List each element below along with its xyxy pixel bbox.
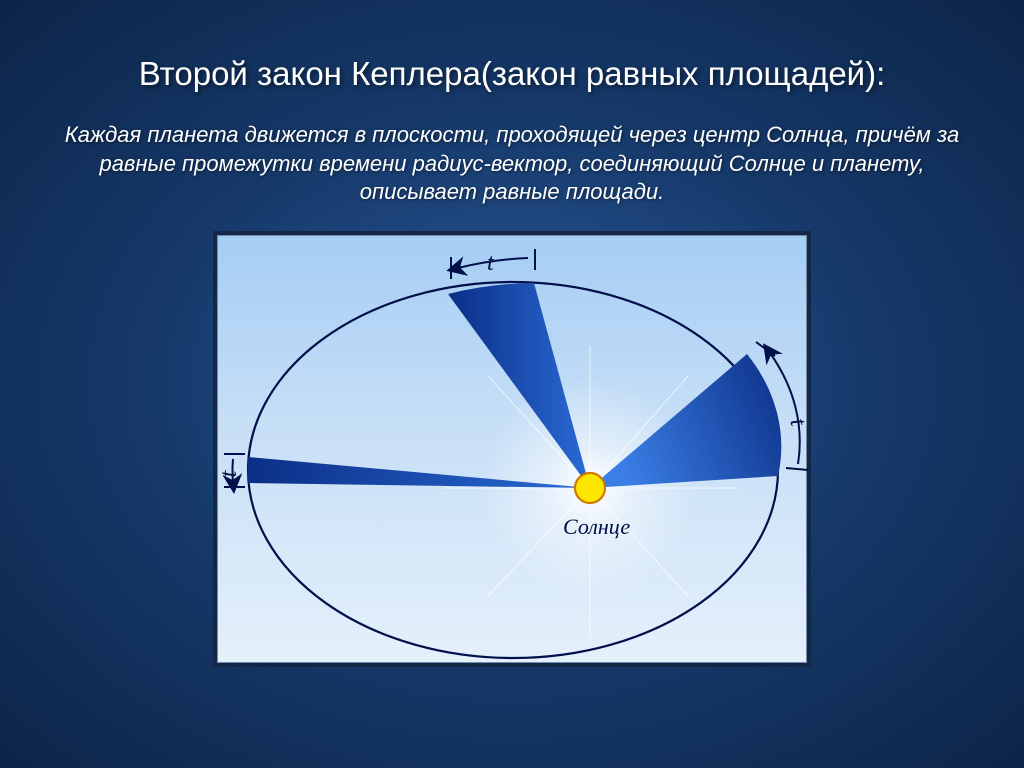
diagram-svg: t t t <box>218 236 808 664</box>
t-label-left: t <box>218 469 242 477</box>
sun-icon <box>575 473 605 503</box>
sun-label: Солнце <box>563 514 630 540</box>
t-label-top: t <box>487 250 495 276</box>
kepler-diagram: t t t Солнце <box>217 235 807 663</box>
diagram-container: t t t Солнце <box>213 231 811 667</box>
t-bracket-left <box>224 454 245 487</box>
t-label-right: t <box>784 415 808 429</box>
slide-title: Второй закон Кеплера(закон равных площад… <box>139 55 886 93</box>
slide-subtitle: Каждая планета движется в плоскости, про… <box>62 121 962 207</box>
